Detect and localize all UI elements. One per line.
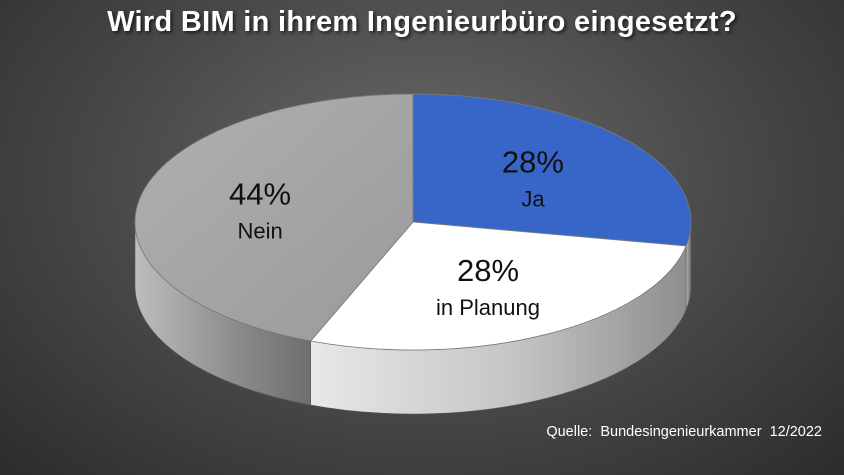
- pie-slice-in-planung: [309, 221, 687, 351]
- source-note: Quelle: Bundesingenieurkammer 12/2022: [546, 424, 822, 440]
- data-label-category-in-planung: in Planung: [436, 295, 540, 320]
- data-label-value-nein: 44%: [229, 177, 291, 212]
- data-label-value-in-planung: 28%: [457, 253, 519, 288]
- data-label-category-nein: Nein: [237, 219, 282, 244]
- pie-slice-ja: [412, 93, 692, 247]
- chart-title: Wird BIM in ihrem Ingenieurbüro eingeset…: [107, 6, 737, 38]
- pie-slice-nein: [134, 93, 414, 342]
- data-label-category-ja: Ja: [521, 186, 545, 211]
- data-label-value-ja: 28%: [502, 144, 564, 179]
